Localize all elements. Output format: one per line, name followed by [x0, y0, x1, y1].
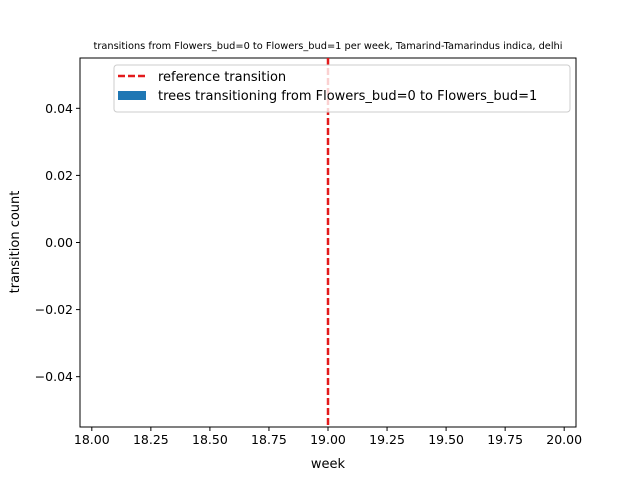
x-tick-label: 18.25 — [133, 432, 169, 447]
x-tick-label: 18.00 — [74, 432, 110, 447]
x-tick-label: 19.75 — [487, 432, 523, 447]
x-tick-label: 19.25 — [369, 432, 405, 447]
y-axis-ticks: −0.04 −0.02 0.00 0.02 0.04 — [35, 101, 80, 384]
x-tick-label: 18.50 — [192, 432, 228, 447]
chart-title: transitions from Flowers_bud=0 to Flower… — [94, 41, 563, 52]
y-tick-label: 0.00 — [45, 235, 73, 250]
legend: reference transition trees transitioning… — [113, 64, 571, 113]
y-tick-label: 0.02 — [45, 168, 73, 183]
y-tick-label: −0.04 — [35, 369, 73, 384]
legend-item-reference-transition: reference transition — [158, 70, 286, 85]
y-axis-label: transition count — [8, 191, 23, 294]
x-tick-label: 19.00 — [310, 432, 346, 447]
y-tick-label: −0.02 — [35, 302, 73, 317]
plot-area: 18.00 18.25 18.50 18.75 19.00 19.25 19.50 19.75… — [35, 57, 582, 447]
x-axis-ticks: 18.00 18.25 18.50 18.75 19.00 19.25 19.50 19.75… — [74, 427, 582, 447]
legend-bar-swatch — [118, 91, 146, 100]
x-axis-label: week — [311, 457, 346, 472]
y-tick-label: 0.04 — [45, 101, 73, 116]
x-tick-label: 20.00 — [546, 432, 582, 447]
legend-box — [113, 64, 571, 113]
legend-item-trees-transitioning: trees transitioning from Flowers_bud=0 t… — [158, 89, 537, 104]
x-tick-label: 19.50 — [428, 432, 464, 447]
x-tick-label: 18.75 — [251, 432, 287, 447]
